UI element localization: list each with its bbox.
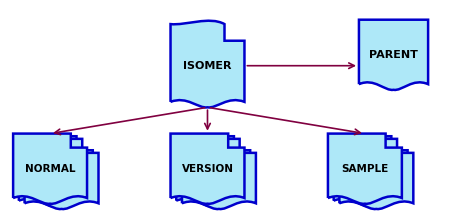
- PathPatch shape: [358, 20, 427, 90]
- Text: SAMPLE: SAMPLE: [340, 164, 388, 174]
- Text: ISOMER: ISOMER: [183, 61, 231, 71]
- PathPatch shape: [339, 139, 412, 209]
- PathPatch shape: [327, 134, 401, 204]
- PathPatch shape: [176, 136, 249, 207]
- Text: PARENT: PARENT: [368, 50, 417, 60]
- PathPatch shape: [19, 136, 92, 207]
- Text: NORMAL: NORMAL: [25, 164, 75, 174]
- PathPatch shape: [25, 139, 99, 209]
- PathPatch shape: [13, 134, 87, 204]
- PathPatch shape: [170, 21, 244, 108]
- PathPatch shape: [333, 136, 407, 207]
- Text: VERSION: VERSION: [181, 164, 233, 174]
- PathPatch shape: [182, 139, 255, 209]
- PathPatch shape: [170, 134, 244, 204]
